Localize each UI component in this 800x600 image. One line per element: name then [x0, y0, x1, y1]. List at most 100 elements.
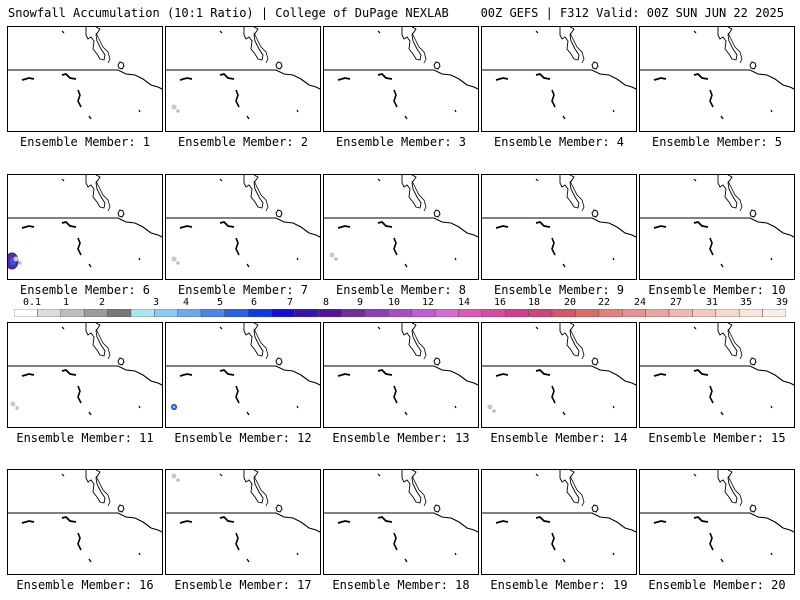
map-outline [166, 470, 320, 563]
colorbar-swatch [738, 309, 763, 317]
colorbar-labels: 0.1 1 2 3 4 5 6 7 8 9 10 12 14 16 18 20 22 24 27 31 35 39 [14, 297, 789, 309]
ensemble-member-label: Ensemble Member: 15 [648, 431, 786, 445]
colorbar-label: 10 [387, 297, 401, 308]
ensemble-member-panel [481, 469, 637, 575]
ensemble-member-panel [323, 26, 479, 132]
colorbar-swatch [14, 309, 38, 317]
colorbar-label: 18 [527, 297, 541, 308]
colorbar-swatch [621, 309, 646, 317]
ensemble-member-panel [323, 322, 479, 428]
ensemble-member-label: Ensemble Member: 10 [648, 283, 786, 297]
map-outline [166, 27, 320, 120]
colorbar-swatch [37, 309, 62, 317]
snowfall-light-patch [487, 404, 496, 413]
ensemble-member-panel [165, 174, 321, 280]
chart-title: Snowfall Accumulation (10:1 Ratio) | Col… [8, 6, 449, 20]
map-outline [640, 27, 794, 120]
colorbar-label: 27 [669, 297, 683, 308]
ensemble-member-label: Ensemble Member: 5 [651, 135, 783, 149]
colorbar-label: 4 [182, 297, 190, 308]
ensemble-member-label: Ensemble Member: 4 [493, 135, 625, 149]
ensemble-member-panel [481, 26, 637, 132]
snowfall-light-patch [171, 256, 180, 265]
ensemble-member-label: Ensemble Member: 16 [16, 578, 154, 592]
snowfall-moderate-patch [171, 404, 177, 410]
colorbar-swatch [411, 309, 436, 317]
ensemble-member-label: Ensemble Member: 12 [174, 431, 312, 445]
colorbar-label: 0.1 [22, 297, 42, 308]
colorbar-swatch [271, 309, 295, 317]
colorbar-label: 31 [705, 297, 719, 308]
ensemble-member-panel [323, 469, 479, 575]
ensemble-member-label: Ensemble Member: 19 [490, 578, 628, 592]
colorbar-swatch [388, 309, 412, 317]
colorbar-swatch [130, 309, 155, 317]
colorbar-label: 20 [563, 297, 577, 308]
ensemble-member-label: Ensemble Member: 2 [177, 135, 309, 149]
map-outline [324, 323, 478, 416]
map-outline [8, 323, 162, 416]
colorbar-swatch [481, 309, 506, 317]
colorbar-swatch [458, 309, 483, 317]
colorbar-swatch [224, 309, 249, 317]
snowfall-light-patch [10, 401, 19, 410]
ensemble-member-label: Ensemble Member: 13 [332, 431, 470, 445]
map-outline [8, 27, 162, 120]
ensemble-member-label: Ensemble Member: 11 [16, 431, 154, 445]
map-outline [482, 175, 636, 268]
colorbar-label: 7 [286, 297, 294, 308]
colorbar-swatch [505, 309, 529, 317]
colorbar-swatch [60, 309, 85, 317]
ensemble-member-label: Ensemble Member: 9 [493, 283, 625, 297]
ensemble-member-panel [639, 174, 795, 280]
snowfall-colorbar [14, 309, 786, 317]
ensemble-member-label: Ensemble Member: 3 [335, 135, 467, 149]
colorbar-swatch [668, 309, 693, 317]
colorbar-label: 6 [250, 297, 258, 308]
colorbar-label: 3 [152, 297, 160, 308]
ensemble-member-panel [639, 469, 795, 575]
colorbar-swatch [177, 309, 202, 317]
map-outline [482, 470, 636, 563]
colorbar-swatch [247, 309, 272, 317]
map-outline [324, 175, 478, 268]
ensemble-member-label: Ensemble Member: 20 [648, 578, 786, 592]
ensemble-member-panel [7, 174, 163, 280]
ensemble-member-panel [323, 174, 479, 280]
colorbar-swatch [528, 309, 553, 317]
colorbar-label: 14 [457, 297, 471, 308]
map-outline [166, 323, 320, 416]
colorbar-label: 8 [322, 297, 330, 308]
colorbar-swatch [598, 309, 623, 317]
ensemble-member-panel [7, 469, 163, 575]
ensemble-member-label: Ensemble Member: 6 [19, 283, 151, 297]
snowfall-light-patch [171, 473, 180, 482]
map-outline [166, 175, 320, 268]
colorbar-swatch [715, 309, 740, 317]
snowfall-light-patch [171, 104, 180, 113]
map-outline [482, 27, 636, 120]
colorbar-swatch [364, 309, 389, 317]
colorbar-swatch [107, 309, 132, 317]
ensemble-member-panel [481, 322, 637, 428]
colorbar-swatch [200, 309, 225, 317]
colorbar-label: 22 [597, 297, 611, 308]
model-run-info: 00Z GEFS | F312 Valid: 00Z SUN JUN 22 20… [480, 6, 784, 20]
snowfall-light-patch [329, 252, 338, 261]
colorbar-label: 35 [739, 297, 753, 308]
colorbar-label: 39 [775, 297, 789, 308]
map-outline [324, 470, 478, 563]
colorbar-swatch [551, 309, 576, 317]
ensemble-member-panel [165, 469, 321, 575]
map-outline [640, 323, 794, 416]
colorbar-swatch [645, 309, 670, 317]
colorbar-swatch [762, 309, 786, 317]
colorbar-swatch [317, 309, 342, 317]
colorbar-label: 12 [421, 297, 435, 308]
ensemble-member-label: Ensemble Member: 8 [335, 283, 467, 297]
colorbar-swatch [154, 309, 179, 317]
map-outline [8, 175, 162, 270]
colorbar-label: 9 [356, 297, 364, 308]
ensemble-member-panel [639, 26, 795, 132]
colorbar-swatch [341, 309, 366, 317]
